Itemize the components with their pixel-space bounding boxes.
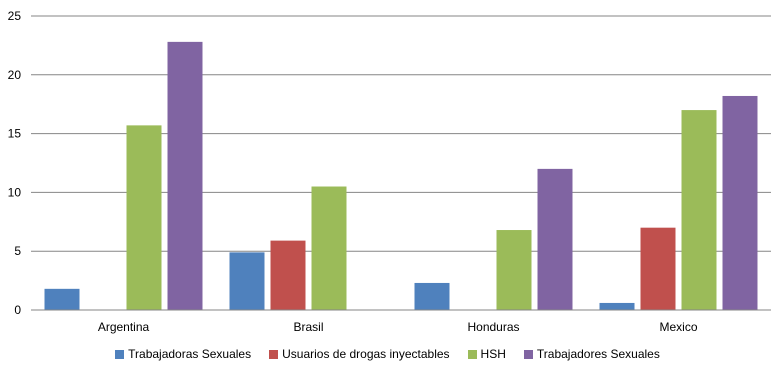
- legend: Trabajadoras Sexuales Usuarios de drogas …: [0, 347, 775, 361]
- y-tick-label: 0: [14, 303, 21, 317]
- y-tick-label: 20: [8, 68, 22, 82]
- x-category-label: Brasil: [293, 320, 323, 334]
- x-category-label: Mexico: [659, 320, 697, 334]
- y-tick-label: 5: [14, 244, 21, 258]
- legend-swatch: [467, 349, 477, 359]
- y-tick-label: 25: [8, 9, 22, 23]
- bar-brasil-1: [270, 240, 306, 310]
- bar-brasil-0: [229, 252, 265, 310]
- legend-item: Trabajadores Sexuales: [523, 347, 660, 361]
- legend-label: HSH: [480, 347, 506, 361]
- bar-mexico-0: [599, 302, 635, 310]
- bar-honduras-2: [496, 230, 532, 310]
- legend-item: Trabajadoras Sexuales: [115, 347, 251, 361]
- legend-swatch: [523, 349, 533, 359]
- legend-label: Trabajadoras Sexuales: [128, 347, 252, 361]
- bar-honduras-0: [414, 282, 450, 310]
- bar-argentina-3: [167, 41, 203, 310]
- bar-honduras-3: [537, 168, 573, 310]
- legend-label: Usuarios de drogas inyectables: [282, 347, 450, 361]
- bar-brasil-2: [311, 186, 347, 310]
- bar-argentina-0: [44, 288, 80, 310]
- bar-mexico-3: [722, 95, 758, 310]
- x-category-label: Honduras: [467, 320, 519, 334]
- y-axis-tick-labels: 0 5 10 15 20 25: [8, 9, 22, 317]
- legend-swatch: [115, 349, 125, 359]
- legend-swatch: [269, 349, 279, 359]
- x-axis-category-labels: Argentina Brasil Honduras Mexico: [98, 320, 698, 334]
- legend-label: Trabajadores Sexuales: [536, 347, 660, 361]
- bar-argentina-2: [126, 125, 162, 310]
- bars: [44, 41, 758, 310]
- legend-item: HSH: [467, 347, 506, 361]
- bar-mexico-2: [681, 110, 717, 310]
- x-category-label: Argentina: [98, 320, 150, 334]
- y-tick-label: 10: [8, 185, 22, 199]
- y-tick-label: 15: [8, 127, 22, 141]
- legend-item: Usuarios de drogas inyectables: [269, 347, 450, 361]
- bar-mexico-1: [640, 227, 676, 310]
